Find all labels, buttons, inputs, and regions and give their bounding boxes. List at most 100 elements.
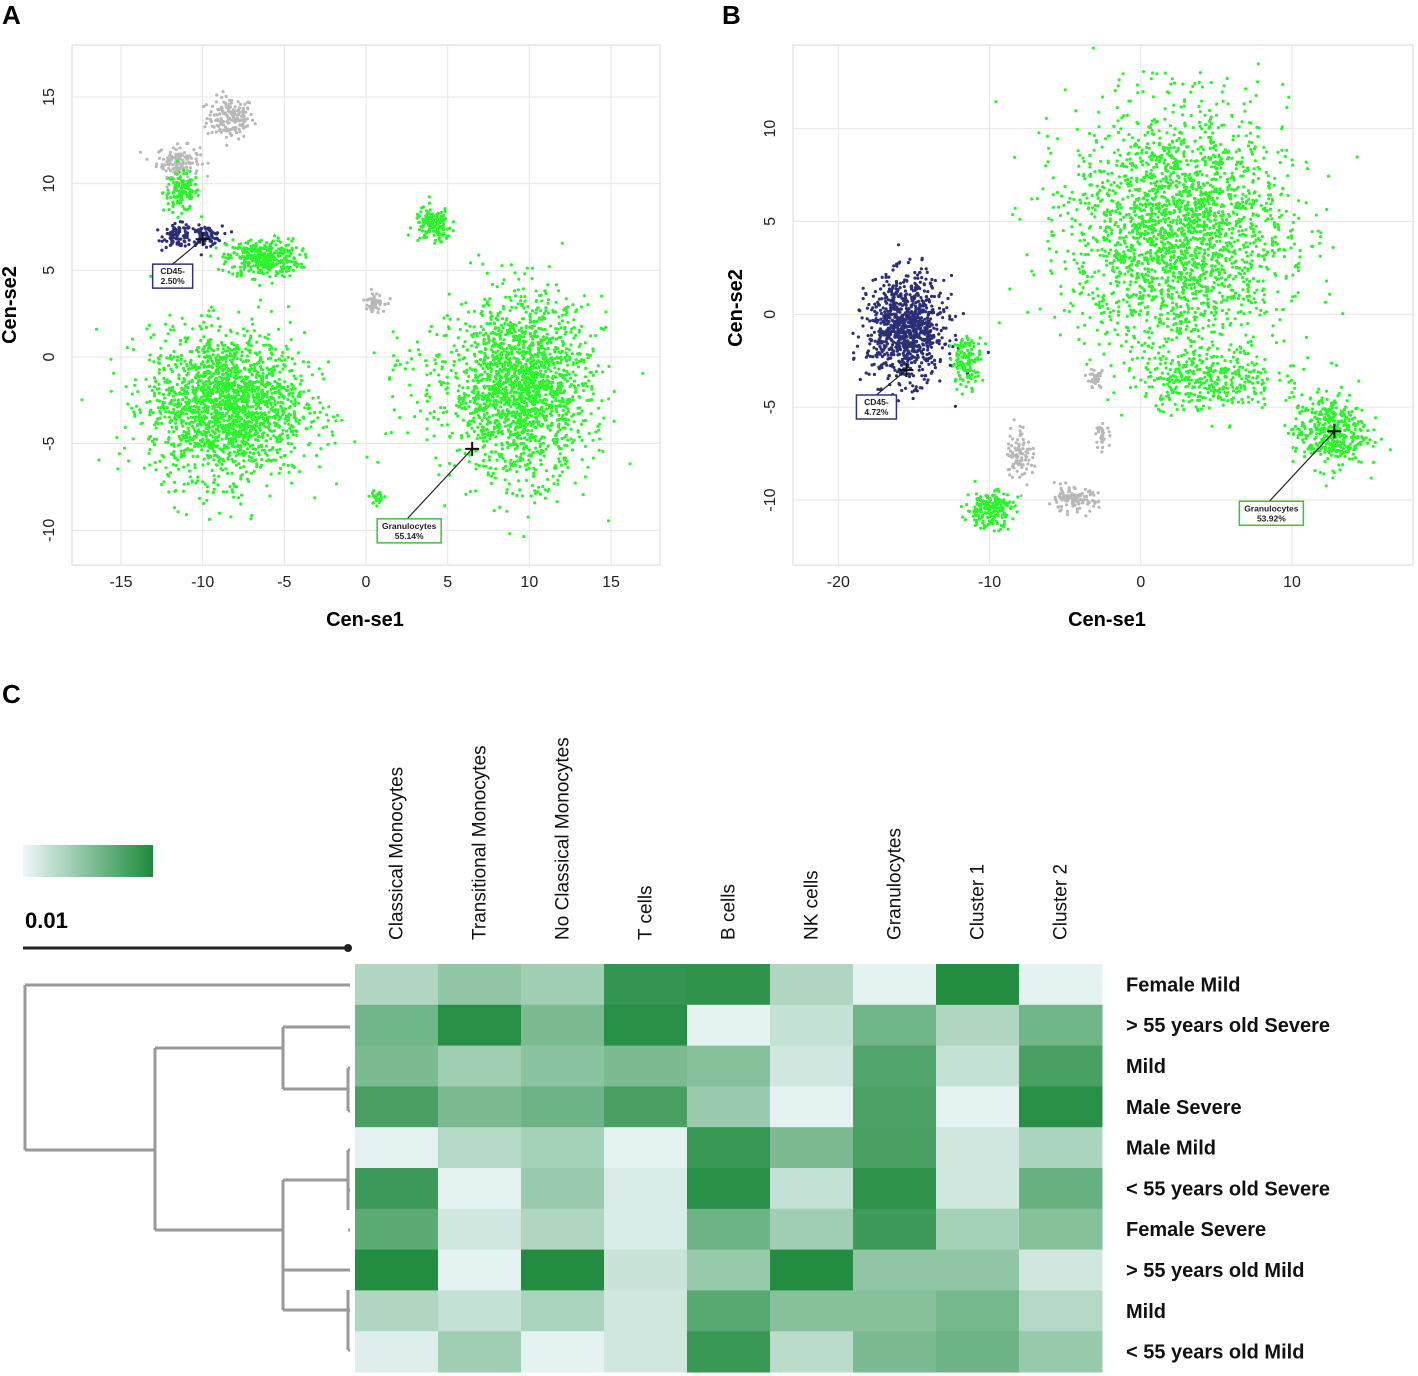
data-point — [278, 370, 282, 374]
data-point — [571, 398, 575, 402]
data-point — [574, 389, 578, 393]
data-point — [557, 367, 561, 371]
data-point — [233, 128, 237, 132]
data-point — [223, 355, 227, 359]
data-point — [196, 193, 200, 198]
data-point — [486, 341, 490, 345]
data-point — [239, 502, 243, 506]
data-point — [509, 365, 513, 369]
data-point — [249, 334, 253, 338]
data-point — [198, 233, 202, 237]
data-point — [224, 242, 228, 246]
data-point — [171, 146, 175, 150]
data-point — [278, 382, 282, 386]
data-point — [571, 361, 576, 365]
data-point — [587, 431, 591, 435]
data-point — [236, 100, 240, 104]
data-point — [278, 269, 283, 273]
data-point — [518, 336, 522, 340]
data-point — [175, 142, 180, 146]
data-point — [212, 487, 216, 491]
data-point — [216, 384, 220, 388]
data-point — [160, 421, 164, 425]
data-point — [207, 399, 211, 403]
data-point — [164, 322, 168, 326]
data-point — [598, 437, 602, 441]
data-point — [521, 457, 525, 462]
data-point — [234, 131, 238, 135]
cluster-points — [80, 274, 357, 522]
data-point — [241, 122, 245, 126]
data-point — [194, 368, 198, 372]
data-point — [526, 432, 530, 436]
data-point — [583, 475, 588, 479]
data-point — [546, 444, 550, 448]
data-point — [166, 162, 170, 166]
data-point — [498, 505, 502, 509]
data-point — [242, 366, 246, 370]
data-point — [196, 371, 200, 375]
data-point — [504, 295, 508, 299]
data-point — [174, 411, 178, 415]
data-point — [218, 456, 222, 460]
data-point — [250, 118, 255, 122]
data-point — [231, 440, 235, 444]
data-point — [133, 414, 137, 418]
data-point — [318, 410, 322, 414]
data-point — [236, 345, 240, 349]
data-point — [448, 435, 452, 439]
data-point — [235, 351, 239, 355]
data-point — [174, 166, 178, 170]
data-point — [273, 409, 277, 414]
data-point — [130, 406, 134, 410]
data-point — [322, 377, 326, 381]
data-point — [541, 315, 545, 319]
data-point — [494, 450, 498, 454]
data-point — [133, 378, 137, 382]
data-point — [528, 453, 532, 457]
data-point — [190, 178, 194, 182]
data-point — [501, 456, 505, 460]
data-point — [317, 367, 321, 371]
data-point — [365, 307, 369, 311]
data-point — [268, 243, 272, 247]
data-point — [591, 373, 596, 377]
data-point — [540, 413, 544, 417]
data-point — [278, 253, 282, 257]
data-point — [535, 407, 539, 412]
data-point — [261, 262, 266, 266]
data-point — [265, 484, 269, 488]
data-point — [186, 386, 190, 390]
cluster-points — [139, 141, 210, 189]
data-point — [201, 399, 206, 403]
data-point — [533, 489, 537, 493]
data-point — [153, 461, 157, 465]
data-point — [563, 443, 567, 447]
data-point — [186, 336, 190, 340]
data-point — [254, 242, 258, 246]
data-point — [250, 317, 254, 321]
data-point — [564, 433, 569, 437]
data-point — [147, 437, 151, 441]
data-point — [425, 373, 429, 377]
data-point — [204, 121, 208, 125]
data-point — [491, 339, 495, 343]
data-point — [224, 360, 228, 364]
data-point — [216, 343, 220, 348]
data-point — [264, 444, 268, 448]
data-point — [180, 189, 184, 193]
data-point — [486, 473, 490, 477]
data-point — [522, 306, 526, 310]
data-point — [528, 320, 532, 324]
data-point — [256, 386, 260, 390]
data-point — [597, 448, 601, 452]
data-point — [286, 355, 290, 359]
data-point — [180, 183, 185, 187]
data-point — [516, 431, 520, 435]
data-point — [227, 452, 231, 456]
data-point — [497, 326, 501, 330]
data-point — [156, 228, 160, 232]
data-point — [508, 383, 512, 387]
data-point — [612, 419, 616, 423]
